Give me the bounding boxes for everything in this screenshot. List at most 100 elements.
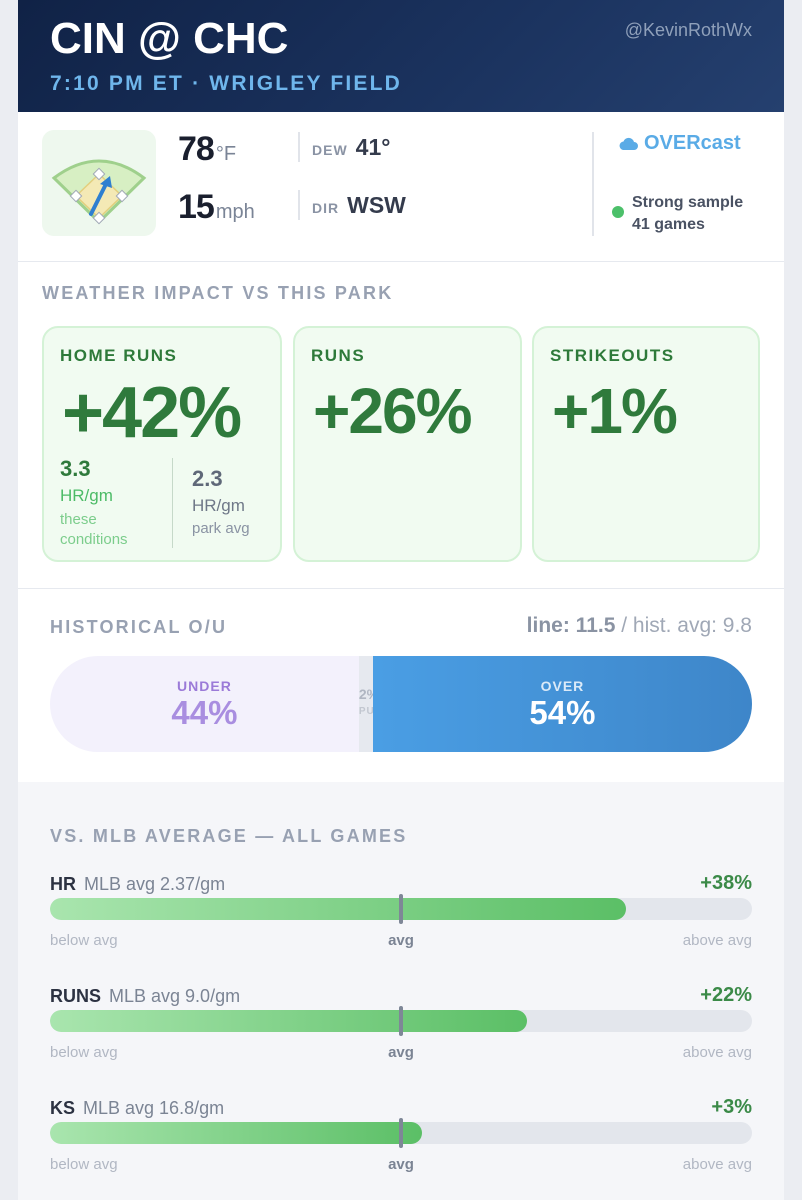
axis-avg: avg: [388, 1044, 414, 1061]
axis-above: above avg: [682, 1156, 752, 1173]
ou-line-info: line: 11.5 / hist. avg: 9.8: [527, 614, 752, 638]
slash: /: [621, 614, 628, 637]
over-label: OVER: [540, 678, 585, 694]
tile-value: +1%: [552, 375, 678, 447]
axis-above: above avg: [682, 1044, 752, 1061]
status-dot-icon: [612, 206, 624, 218]
impact-tile-runs: RUNS +26%: [293, 326, 522, 562]
section-divider: [18, 588, 784, 589]
sample-games: 41 games: [632, 216, 705, 233]
sample-strength: Strong sample: [632, 194, 744, 211]
caption-line: these: [60, 511, 97, 528]
metric-pct: +38%: [700, 872, 752, 894]
under-label: UNDER: [177, 678, 232, 694]
push-segment: 2% PUSH: [358, 656, 390, 752]
author-handle[interactable]: @KevinRothWx: [624, 20, 752, 40]
over-segment: OVER 54%: [372, 656, 752, 752]
wind-speed-value: 15: [178, 188, 215, 226]
tile-value: +42%: [62, 373, 242, 453]
baseball-diamond-icon: [51, 159, 147, 225]
push-value: 2%: [358, 686, 380, 702]
dir-value: WSW: [347, 192, 406, 218]
axis-below: below avg: [50, 932, 118, 949]
sample-text: Strong sample 41 games: [632, 192, 743, 236]
metric-mlb-avg: MLB avg 9.0/gm: [109, 986, 241, 1006]
cloud-icon: [619, 137, 638, 150]
sample-size: Strong sample 41 games: [612, 192, 743, 236]
impact-tile-strikeouts: STRIKEOUTS +1%: [532, 326, 760, 562]
metric-runs: RUNS MLB avg 9.0/gm +22% below avg avg ab…: [50, 984, 752, 1086]
hist-avg: hist. avg: 9.8: [632, 614, 752, 637]
hr-conditions-value: 3.3: [60, 456, 91, 481]
hr-park-value: 2.3: [192, 466, 223, 491]
axis-avg: avg: [388, 1156, 414, 1173]
axis-below: below avg: [50, 1156, 118, 1173]
metric-fill: [50, 1122, 423, 1144]
caption-line: conditions: [60, 531, 128, 548]
dew-value: 41°: [355, 134, 391, 160]
metric-pct: +22%: [700, 984, 752, 1006]
dew-label: DEW: [312, 142, 348, 158]
game-card: CIN @ CHC @KevinRothWx 7:10 PM ET · WRIG…: [18, 0, 784, 1200]
under-value: 44%: [171, 694, 238, 731]
temperature-unit: °F: [215, 143, 237, 165]
metric-header: HR MLB avg 2.37/gm: [50, 874, 225, 895]
metric-hr: HR MLB avg 2.37/gm +38% below avg avg abo…: [50, 872, 752, 974]
tile-label: RUNS: [311, 346, 366, 365]
metric-ks: KS MLB avg 16.8/gm +3% below avg avg abov…: [50, 1096, 752, 1198]
wind-field-icon: [42, 130, 156, 236]
matchup-title: CIN @ CHC: [50, 14, 289, 63]
line-label: line:: [526, 614, 570, 637]
game-time-venue: 7:10 PM ET · WRIGLEY FIELD: [50, 72, 403, 95]
axis-avg: avg: [388, 932, 414, 949]
metric-fill: [50, 898, 626, 920]
mlb-section-title: VS. MLB AVERAGE — ALL GAMES: [50, 826, 408, 846]
ou-section-title: HISTORICAL O/U: [50, 617, 228, 637]
tile-label: STRIKEOUTS: [550, 346, 675, 365]
divider: [172, 458, 173, 548]
divider: [298, 190, 300, 220]
metric-fill: [50, 1010, 528, 1032]
avg-marker: [399, 1118, 403, 1148]
dew-point: DEW 41°: [312, 134, 390, 161]
impact-section-title: WEATHER IMPACT VS THIS PARK: [42, 283, 394, 303]
metric-mlb-avg: MLB avg 2.37/gm: [84, 874, 226, 894]
wind-speed-unit: mph: [215, 201, 255, 223]
over-value: 54%: [529, 694, 596, 731]
weather-strip: 78 °F 15 mph DEW 41° DIR WSW OVERcast Strong…: [18, 112, 784, 262]
tile-value: +26%: [313, 375, 472, 447]
metric-name: HR: [50, 874, 76, 894]
mlb-average-panel: VS. MLB AVERAGE — ALL GAMES HR MLB avg 2.…: [18, 782, 784, 1200]
hr-park-caption: park avg: [192, 520, 250, 537]
temperature-value: 78: [178, 130, 215, 168]
hr-conditions-caption: these conditions: [60, 510, 128, 550]
header: CIN @ CHC @KevinRothWx 7:10 PM ET · WRIG…: [18, 0, 784, 112]
wind-speed: 15 mph: [178, 188, 255, 227]
hr-park-unit: HR/gm: [192, 496, 245, 515]
metric-name: KS: [50, 1098, 76, 1118]
metric-pct: +3%: [711, 1096, 752, 1118]
metric-header: RUNS MLB avg 9.0/gm: [50, 986, 240, 1007]
push-label: PUSH: [359, 706, 390, 717]
line-value: 11.5: [575, 614, 616, 637]
avg-marker: [399, 1006, 403, 1036]
under-segment: UNDER 44%: [50, 656, 359, 752]
hr-these-conditions: 3.3 HR/gm these conditions: [60, 456, 128, 550]
impact-tile-home-runs: HOME RUNS +42% 3.3 HR/gm these condition…: [42, 326, 282, 562]
wind-direction: DIR WSW: [312, 192, 406, 219]
hr-conditions-unit: HR/gm: [60, 486, 113, 505]
hr-park-avg: 2.3 HR/gm park avg: [192, 466, 250, 537]
tile-label: HOME RUNS: [60, 346, 178, 365]
overcast-badge[interactable]: OVERcast: [618, 132, 741, 155]
overcast-label: OVERcast: [644, 132, 741, 154]
divider: [298, 132, 300, 162]
axis-above: above avg: [682, 932, 752, 949]
divider: [592, 132, 594, 236]
avg-marker: [399, 894, 403, 924]
axis-below: below avg: [50, 1044, 118, 1061]
dir-label: DIR: [312, 200, 340, 216]
ou-split-bar: UNDER 44% 2% PUSH OVER 54%: [50, 656, 752, 752]
metric-name: RUNS: [50, 986, 102, 1006]
metric-header: KS MLB avg 16.8/gm: [50, 1098, 224, 1119]
temperature: 78 °F: [178, 130, 236, 169]
